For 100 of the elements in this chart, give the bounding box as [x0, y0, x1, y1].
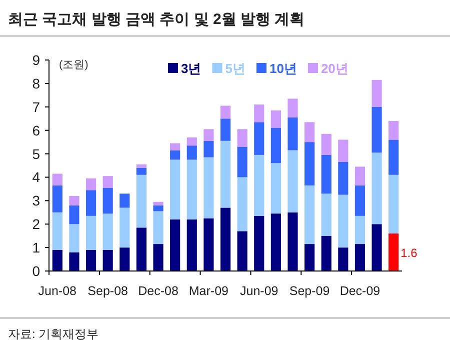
bar	[270, 214, 281, 271]
bar	[204, 218, 214, 271]
bar	[170, 150, 180, 160]
bar	[288, 150, 298, 212]
legend-label: 20년	[320, 61, 348, 76]
bar	[120, 194, 130, 208]
bar	[69, 196, 80, 206]
bar	[338, 162, 348, 195]
x-tick-label: Jun-09	[240, 284, 278, 298]
bar	[338, 248, 348, 271]
bar	[254, 122, 264, 155]
bar	[153, 211, 164, 244]
bar	[372, 80, 382, 107]
bar	[204, 129, 214, 141]
bar	[354, 166, 366, 186]
y-tick-label: 4	[32, 169, 40, 186]
y-tick-label: 0	[32, 263, 40, 279]
bar	[321, 194, 332, 236]
bar	[153, 205, 164, 212]
bar	[388, 174, 399, 234]
bar	[204, 140, 214, 158]
legend-label: 5년	[225, 61, 246, 76]
bar	[86, 178, 96, 190]
bar	[186, 160, 197, 220]
text: 자료: 기획재정부	[8, 327, 99, 341]
bar	[254, 154, 264, 216]
bar	[338, 140, 348, 162]
x-tick-label: Dec-08	[138, 284, 178, 298]
bar	[388, 120, 399, 140]
bar	[354, 216, 366, 244]
bar	[136, 168, 146, 175]
bar	[270, 110, 281, 128]
bar	[136, 164, 146, 168]
bar	[237, 177, 248, 232]
bar	[372, 152, 382, 224]
bar	[86, 250, 96, 271]
bar	[102, 250, 113, 271]
bar	[170, 160, 180, 220]
bar	[304, 244, 315, 271]
bar	[186, 146, 197, 160]
bar	[304, 142, 315, 186]
y-tick-label: 5	[32, 146, 40, 162]
bar	[304, 122, 315, 142]
bar	[120, 208, 130, 248]
bar	[120, 248, 130, 271]
x-tick-label: Mar-09	[188, 284, 229, 298]
y-tick-label: 7	[32, 98, 40, 115]
legend-label: 3년	[181, 61, 202, 76]
y-tick-label: 8	[32, 75, 40, 92]
bar	[288, 212, 298, 271]
bar	[288, 98, 298, 118]
y-tick-label: 3	[32, 192, 40, 209]
bar	[186, 137, 197, 146]
bar	[136, 174, 146, 228]
y-tick-label: 6	[32, 122, 40, 138]
x-tick-label: Sep-09	[289, 284, 330, 298]
x-tick-label: Jun-08	[38, 284, 77, 298]
bar	[170, 219, 180, 271]
chart-title: 최근 국고채 발행 금액 추이 및 2월 발행 계획	[8, 11, 305, 28]
bar	[254, 104, 264, 122]
bar	[354, 244, 366, 271]
bar	[69, 205, 80, 224]
bar	[86, 190, 96, 216]
bar	[52, 185, 62, 212]
bar	[136, 228, 146, 271]
bar	[321, 154, 332, 194]
bar	[220, 140, 231, 208]
bar	[388, 140, 399, 175]
bar	[321, 236, 332, 271]
bar	[254, 216, 264, 271]
bar	[170, 143, 180, 150]
bar	[237, 129, 248, 147]
bar	[52, 212, 62, 250]
x-tick-label: Dec-09	[340, 284, 380, 298]
bar	[220, 118, 231, 141]
bar	[52, 250, 62, 271]
y-tick-label: 1	[32, 240, 40, 256]
bar	[186, 219, 197, 271]
bar	[338, 194, 348, 248]
bar	[102, 176, 113, 188]
y-tick-label: 9	[32, 52, 40, 68]
bar	[237, 146, 248, 178]
bar	[69, 224, 80, 252]
bar	[220, 208, 231, 271]
bar	[102, 214, 113, 250]
bar	[69, 252, 80, 271]
bar	[270, 128, 281, 164]
bar	[153, 244, 164, 271]
bar	[372, 224, 382, 271]
bar	[204, 157, 214, 218]
bar	[102, 188, 113, 214]
y-tick-label: 2	[32, 216, 40, 232]
bar	[153, 202, 164, 206]
legend-label: 10년	[269, 61, 297, 76]
bar	[288, 117, 298, 150]
bar	[220, 106, 231, 119]
data-label: 1.6	[400, 246, 418, 260]
bar	[86, 216, 96, 250]
bar	[52, 174, 62, 186]
bar	[321, 134, 332, 155]
